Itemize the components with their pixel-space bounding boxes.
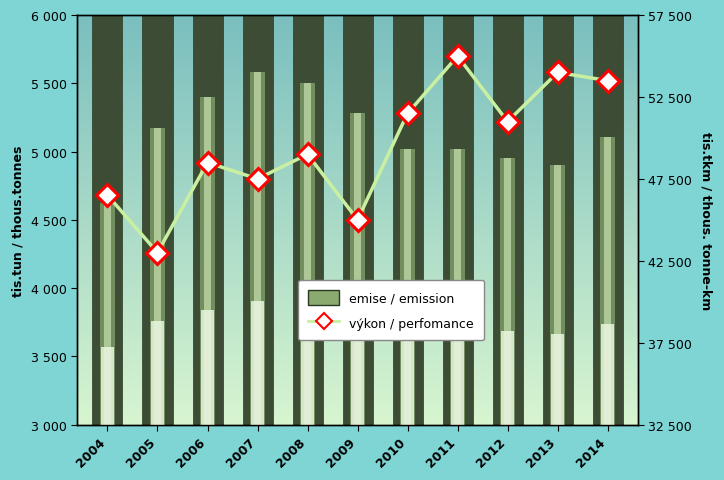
Bar [100, 204, 115, 425]
Bar [104, 204, 111, 425]
Y-axis label: tis.tun / thous.tonnes: tis.tun / thous.tonnes [11, 145, 24, 296]
Bar [143, 0, 172, 425]
Bar [400, 150, 415, 425]
Bar [201, 310, 214, 425]
Bar [450, 150, 465, 425]
Bar [150, 129, 165, 425]
Bar [304, 84, 311, 425]
Bar [251, 301, 264, 425]
Legend: emise / emission, výkon / perfomance: emise / emission, výkon / perfomance [298, 280, 484, 340]
Bar [101, 348, 114, 425]
Bar [200, 98, 215, 425]
Bar [300, 305, 314, 425]
Bar [292, 0, 323, 425]
Bar [542, 0, 573, 425]
Bar [203, 98, 211, 425]
Bar [451, 328, 464, 425]
Bar [351, 316, 364, 425]
Bar [593, 0, 623, 425]
Bar [551, 334, 565, 425]
Bar [600, 137, 615, 425]
Bar [392, 0, 423, 425]
Bar [254, 73, 261, 425]
Bar [243, 0, 272, 425]
Bar [404, 150, 411, 425]
Bar [350, 114, 365, 425]
Bar [151, 321, 164, 425]
Bar [554, 166, 561, 425]
Bar [604, 137, 611, 425]
Bar [342, 0, 373, 425]
Bar [504, 159, 511, 425]
Bar [442, 0, 473, 425]
Bar [153, 129, 161, 425]
Y-axis label: tis.tkm / thous. tonne-km: tis.tkm / thous. tonne-km [700, 132, 713, 309]
Bar [501, 332, 514, 425]
Bar [454, 150, 461, 425]
Bar [492, 0, 523, 425]
Bar [300, 84, 315, 425]
Bar [93, 0, 122, 425]
Bar [550, 166, 565, 425]
Bar [193, 0, 222, 425]
Bar [250, 73, 265, 425]
Bar [601, 324, 615, 425]
Bar [401, 328, 414, 425]
Bar [500, 159, 515, 425]
Bar [354, 114, 361, 425]
